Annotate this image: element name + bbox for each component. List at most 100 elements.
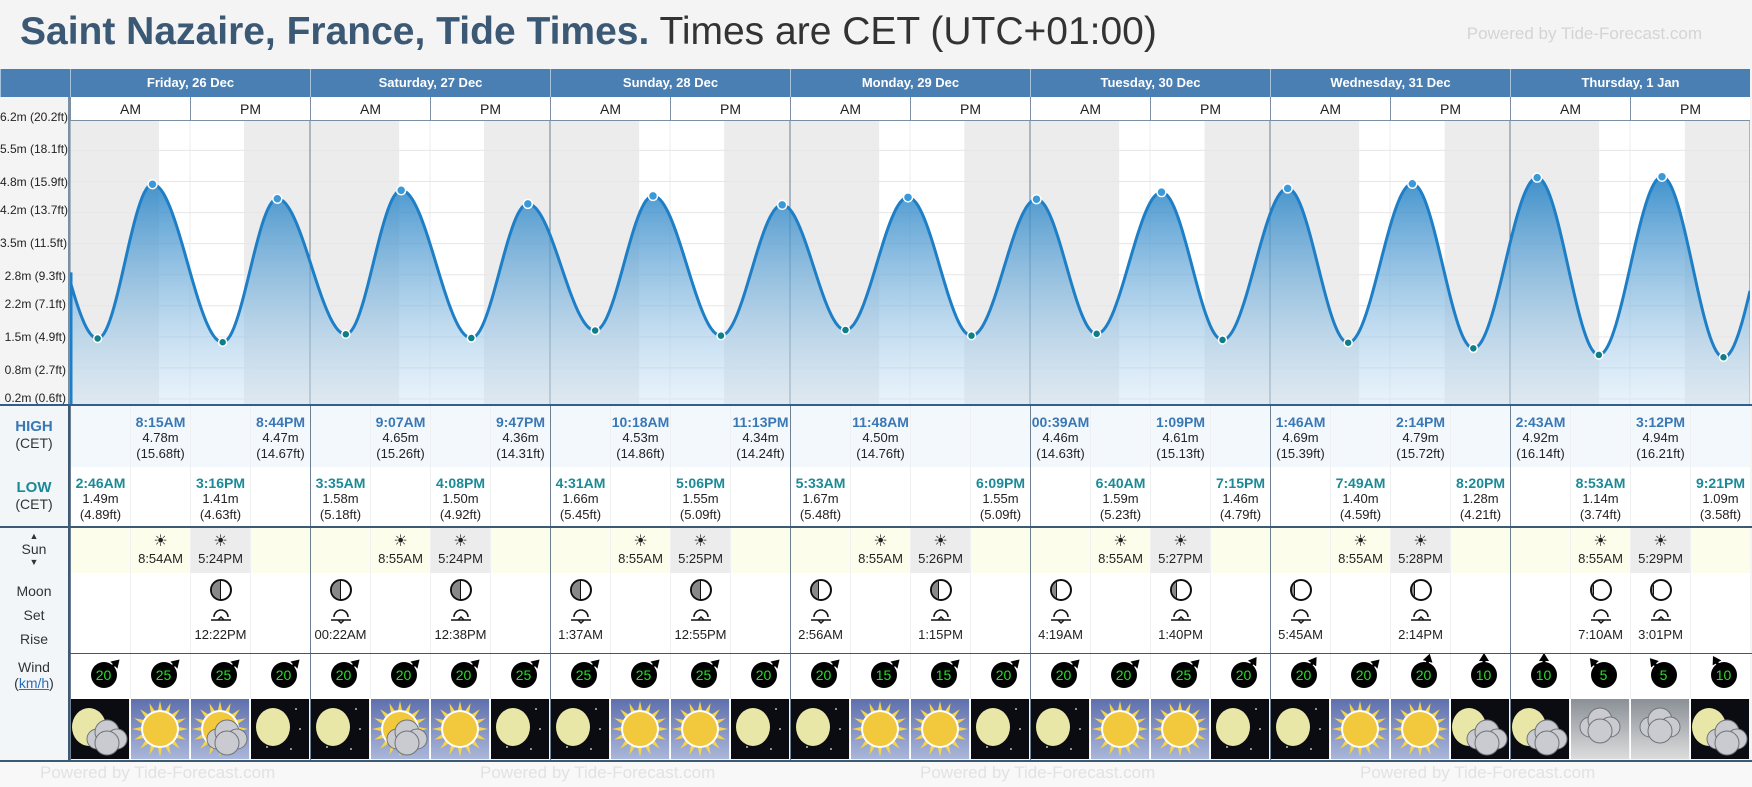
wind-speed: 20: [1050, 662, 1077, 688]
high-tide-time: 2:14PM: [1395, 414, 1446, 430]
lo-cell: 3:35AM 1.58m (5.18ft): [310, 467, 370, 527]
wind-indicator: 20: [83, 659, 120, 695]
powered-by-watermark: Powered by Tide-Forecast.com: [1360, 763, 1596, 782]
star: [1255, 708, 1257, 710]
sun-down-arrow-icon: ▼: [29, 557, 39, 567]
lo-cell: 8:53AM 1.14m (3.74ft): [1570, 467, 1630, 527]
low-tide-point: [1718, 352, 1729, 363]
sunny-weather-icon: [1391, 699, 1449, 759]
sun-ray: [1092, 726, 1104, 732]
hi-cell: [1210, 406, 1270, 467]
low-tide-height-m: 1.09m: [1702, 491, 1739, 506]
high-tide-time: 9:07AM: [375, 414, 426, 430]
su-cell: ☀ 8:54AM: [130, 527, 190, 573]
period-label: AM: [70, 97, 190, 121]
su-cell: ☀ 5:25PM: [670, 527, 730, 573]
cloud-shape: [1474, 730, 1500, 756]
cloud-shape: [1647, 718, 1673, 744]
sun-shape: [923, 712, 957, 746]
weather-cell: [1090, 699, 1150, 760]
high-tide-height-ft: (15.68ft): [136, 446, 185, 461]
high-tide-point: [272, 193, 283, 204]
sunset-time: 5:28PM: [1398, 551, 1443, 566]
wind-indicator: 25: [563, 659, 600, 695]
sun-ray: [1136, 726, 1148, 732]
mo-cell: [730, 573, 790, 653]
wind-unit-link[interactable]: km/h: [18, 675, 50, 691]
day-divider: [550, 406, 551, 760]
weather-cell: [130, 699, 190, 760]
high-tide-height-ft: (15.72ft): [1396, 446, 1445, 461]
low-tide-height-ft: (5.45ft): [559, 507, 602, 522]
sun-ray: [852, 726, 864, 732]
mo-cell: [610, 573, 670, 653]
sunny-weather-icon: [431, 699, 489, 759]
low-tide-height-ft: (5.09ft): [979, 507, 1022, 522]
powered-by-link[interactable]: Powered by Tide-Forecast.com: [1466, 24, 1702, 43]
weather-cell: [1030, 699, 1090, 760]
low-tide-height-ft: (3.74ft): [1579, 507, 1622, 522]
low-tide-height-m: 1.58m: [322, 491, 359, 506]
sunny-weather-icon: [671, 699, 729, 759]
mo-cell: 1:40PM: [1150, 573, 1210, 653]
hi-cell: [970, 406, 1030, 467]
wi-cell: 20: [430, 653, 490, 699]
star: [1319, 728, 1321, 730]
period-label: PM: [670, 97, 790, 121]
sunny-weather-icon: [1151, 699, 1209, 759]
sun-ray: [716, 726, 728, 732]
sun-ray: [1417, 701, 1423, 713]
high-tide-point: [1282, 183, 1293, 194]
star: [1015, 708, 1017, 710]
moon-shape: [1276, 708, 1310, 746]
wi-cell: 20: [1210, 653, 1270, 699]
moon-shadow: [931, 581, 939, 599]
night-clear-weather-icon: [791, 699, 849, 759]
low-tide-time: 3:35AM: [315, 475, 366, 491]
star: [539, 728, 541, 730]
su-cell: [730, 527, 790, 573]
weather-cell: [70, 699, 130, 760]
star: [535, 708, 537, 710]
sun-ray: [937, 701, 943, 713]
sun-ray: [1376, 726, 1388, 732]
wind-speed: 15: [930, 662, 957, 688]
high-tide-time: 11:48AM: [852, 414, 909, 430]
high-tide-point: [647, 190, 659, 202]
night-clear-weather-icon: [1271, 699, 1329, 759]
star: [1226, 746, 1228, 748]
wind-speed: 10: [1530, 662, 1557, 688]
moon-shadow: [211, 581, 221, 599]
moonrise-icon: [911, 605, 970, 627]
sun-ray: [476, 726, 488, 732]
su-cell: ☀ 5:27PM: [1150, 527, 1210, 573]
y-axis-label: 5.5m (18.1ft): [0, 142, 69, 157]
sunset-time: 5:25PM: [678, 551, 723, 566]
high-tide-time: 2:43AM: [1515, 414, 1566, 430]
weather-cell: [1390, 699, 1450, 760]
low-tide-height-m: 1.66m: [562, 491, 599, 506]
night-clear-weather-icon: [251, 699, 309, 759]
hi-cell: 2:43AM 4.92m (16.14ft): [1510, 406, 1570, 467]
location-title: Saint Nazaire, France, Tide Times.: [20, 10, 650, 53]
wi-cell: 20: [250, 653, 310, 699]
moonrise-time: 1:15PM: [918, 627, 963, 642]
hi-cell: 9:47PM 4.36m (14.31ft): [490, 406, 550, 467]
sun-ray: [937, 745, 943, 757]
lo-cell: [1630, 467, 1690, 527]
mo-cell: [1690, 573, 1750, 653]
low-tz: (CET): [15, 496, 53, 512]
su-cell: ☀ 8:55AM: [370, 527, 430, 573]
sunset-time: 5:29PM: [1638, 551, 1683, 566]
y-axis-label: 2.8m (9.3ft): [4, 269, 66, 284]
low-tide-height-m: 1.59m: [1102, 491, 1139, 506]
mo-cell: 2:14PM: [1390, 573, 1450, 653]
wi-cell: 25: [670, 653, 730, 699]
star: [839, 728, 841, 730]
night-clear-weather-icon: [1031, 699, 1089, 759]
wind-indicator: 25: [503, 659, 540, 695]
moonrise-time: 2:14PM: [1398, 627, 1443, 642]
sun-ray: [912, 726, 924, 732]
moon-phase-icon: [449, 579, 472, 601]
period-label: PM: [910, 97, 1030, 121]
